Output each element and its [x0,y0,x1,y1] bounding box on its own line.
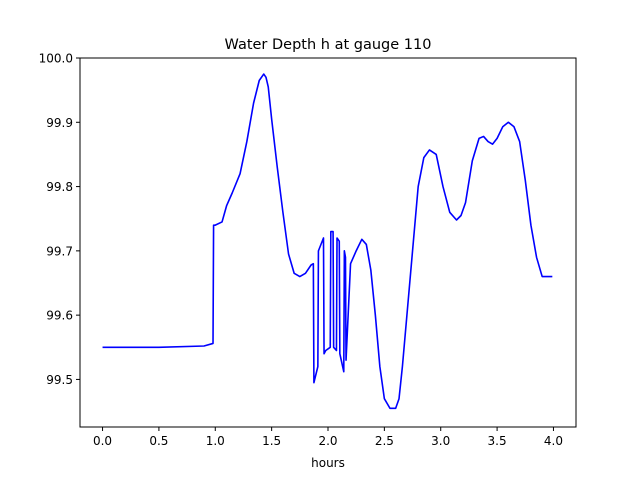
y-tick-label: 99.5 [46,373,73,387]
y-tick-label: 100.0 [39,52,73,66]
y-tick-label: 99.8 [46,180,73,194]
x-tick-label: 2.0 [318,434,337,448]
x-axis: 0.0 0.5 1.0 1.5 2.0 2.5 3.0 3.5 4.0 [93,427,563,448]
chart-title: Water Depth h at gauge 110 [225,37,432,53]
y-tick-label: 99.6 [46,309,73,323]
x-tick-label: 3.5 [488,434,507,448]
series-line [102,73,553,410]
y-tick-label: 99.9 [46,116,73,130]
x-tick-label: 4.0 [544,434,563,448]
x-tick-label: 2.5 [375,434,394,448]
y-axis: 99.5 99.6 99.7 99.8 99.9 100.0 [39,52,80,387]
x-tick-label: 0.0 [93,434,112,448]
axes-frame [79,57,577,428]
x-axis-label: hours [311,456,345,470]
x-tick-label: 0.5 [149,434,168,448]
x-tick-label: 3.0 [431,434,450,448]
y-tick-label: 99.7 [46,244,73,258]
x-tick-label: 1.5 [262,434,281,448]
plot-area [102,73,553,410]
x-tick-label: 1.0 [206,434,225,448]
